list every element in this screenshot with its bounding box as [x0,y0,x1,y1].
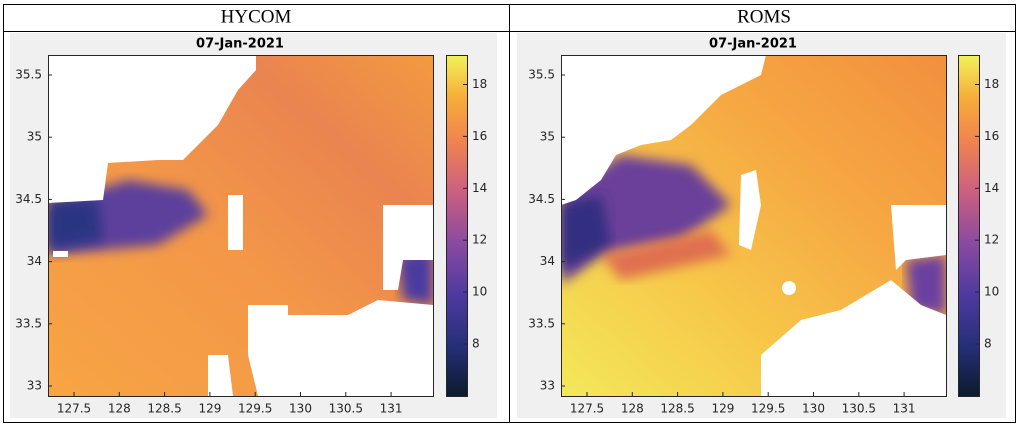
colorbar-tick-label: 16 [472,129,487,143]
y-tick-label: 34 [540,254,555,268]
x-tick-label: 128.5 [660,402,694,416]
x-tick-label: 130 [802,402,825,416]
x-tick-label: 131 [380,402,403,416]
y-tick-label: 35 [540,130,555,144]
colorbar-tick-label: 8 [472,337,480,351]
x-tick-label: 129 [711,402,734,416]
y-tick-label: 34 [27,254,42,268]
y-tick-label: 33 [540,379,555,393]
x-tick-label: 129.5 [751,402,785,416]
roms-map [561,55,946,396]
x-tick-label: 127.5 [57,402,91,416]
column-header: HYCOM [221,6,292,27]
colorbar [446,55,468,397]
x-tick-label: 130 [289,402,312,416]
colorbar-tick-label: 14 [472,181,487,195]
y-tick-label: 34.5 [15,192,42,206]
colorbar-tick-label: 8 [984,337,992,351]
colorbar-tick-label: 12 [984,233,999,247]
y-tick-label: 33 [27,379,42,393]
x-tick-label: 127.5 [570,402,604,416]
axes-box [561,55,947,397]
y-tick-label: 35.5 [15,68,42,82]
column-header: ROMS [737,6,791,27]
x-tick-label: 130.5 [329,402,363,416]
colorbar-tick-label: 18 [472,77,487,91]
hycom-map [48,55,433,396]
panel-title: 07-Jan-2021 [196,37,284,52]
y-tick-label: 34.5 [528,192,555,206]
colorbar-tick-label: 10 [472,285,487,299]
axes-box [48,55,434,397]
colorbar-tick-label: 18 [984,77,999,91]
colorbar-tick-label: 12 [472,233,487,247]
y-tick-label: 35 [27,130,42,144]
x-tick-label: 129.5 [238,402,272,416]
table-frame [3,4,1016,423]
x-tick-label: 130.5 [842,402,876,416]
x-tick-label: 129 [198,402,221,416]
x-tick-label: 128 [621,402,644,416]
colorbar-tick-label: 16 [984,129,999,143]
y-tick-label: 33.5 [15,316,42,330]
colorbar [958,55,980,397]
colorbar-tick-label: 10 [984,285,999,299]
colorbar-tick-label: 14 [984,181,999,195]
y-tick-label: 35.5 [528,68,555,82]
x-tick-label: 128.5 [147,402,181,416]
y-tick-label: 33.5 [528,316,555,330]
panel-title: 07-Jan-2021 [709,37,797,52]
x-tick-label: 131 [893,402,916,416]
x-tick-label: 128 [108,402,131,416]
